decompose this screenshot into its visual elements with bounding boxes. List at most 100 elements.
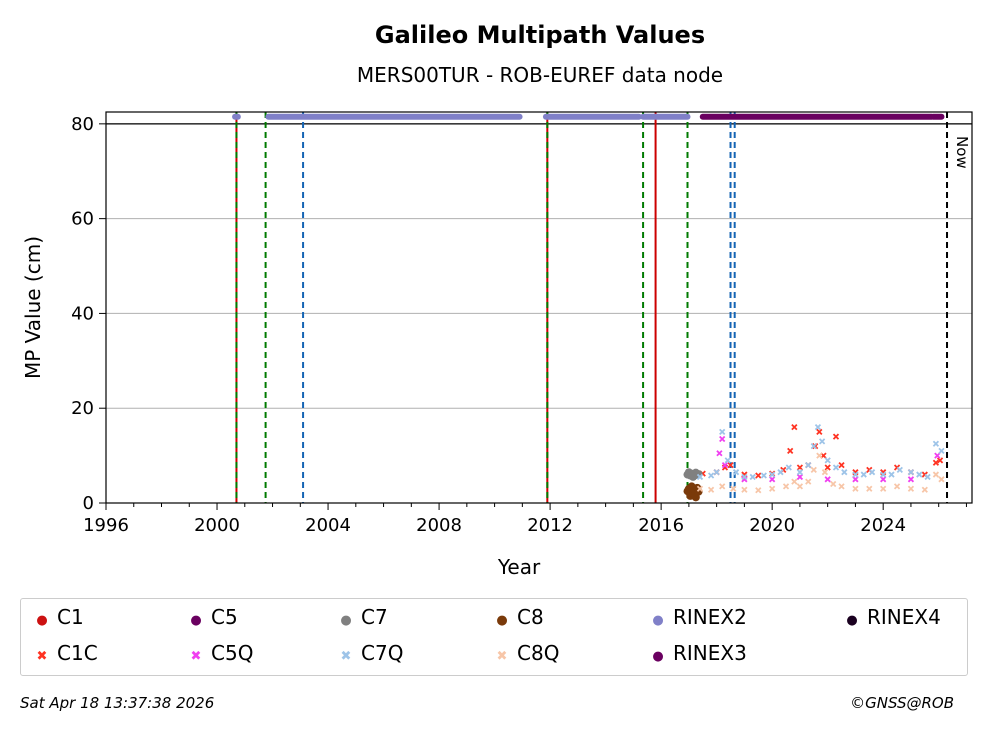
point-c8q — [932, 471, 940, 478]
point-c8q — [907, 485, 915, 492]
legend-label: C7Q — [361, 641, 404, 665]
legend-label: C1C — [57, 641, 98, 665]
point-c7q — [907, 469, 915, 476]
point-c7q — [713, 469, 720, 476]
legend-label: RINEX4 — [867, 605, 941, 629]
x-tick-label: 2016 — [638, 515, 684, 536]
legend-item-c1c: ✖ C1C — [35, 641, 98, 665]
now-label: Now — [953, 136, 971, 169]
chart-title: Galileo Multipath Values — [375, 21, 705, 49]
point-c8q — [938, 476, 945, 483]
point-c1c — [787, 447, 794, 455]
point-c8q — [830, 480, 837, 488]
point-c8q — [805, 478, 812, 485]
point-c8q — [791, 478, 798, 485]
point-c7q — [760, 472, 767, 479]
y-tick-label: 40 — [71, 303, 94, 324]
legend-item-c7: ● C7 — [339, 605, 388, 629]
legend-label: C8Q — [517, 641, 560, 665]
legend-item-c8q: ✖ C8Q — [495, 641, 560, 665]
point-c8q — [852, 485, 859, 492]
legend-label: C8 — [517, 605, 544, 629]
legend-item-c5: ● C5 — [189, 605, 237, 629]
x-tick-label: 2008 — [416, 515, 462, 536]
point-c8 — [694, 487, 703, 496]
chart-canvas: Galileo Multipath Values MERS00TUR - ROB… — [21, 21, 973, 579]
point-c5q — [852, 476, 859, 483]
point-c5q — [880, 476, 887, 483]
point-c7q — [888, 471, 895, 478]
point-c1c — [755, 472, 762, 479]
legend-label: RINEX2 — [673, 605, 747, 629]
x-tick-label: 1996 — [83, 515, 129, 536]
point-c7q — [896, 466, 903, 473]
point-c7q — [852, 471, 859, 478]
point-c5q — [719, 435, 726, 443]
point-c7q — [769, 471, 776, 478]
point-c7 — [694, 470, 703, 479]
legend-item-rinex3: ● RINEX3 — [651, 641, 747, 665]
point-c8q — [796, 483, 804, 490]
chart-subtitle: MERS00TUR - ROB-EUREF data node — [357, 63, 723, 87]
point-c7q — [724, 457, 731, 464]
point-c8q — [880, 485, 887, 492]
point-c8q — [696, 485, 704, 492]
point-c7q — [916, 471, 923, 478]
legend-marker-icon: ● — [496, 613, 508, 628]
legend-marker-icon: ✖ — [190, 649, 202, 664]
legend-item-c7q: ✖ C7Q — [339, 641, 404, 665]
legend: ● C1 ● C5 ● C7 ● C8 ● RINEX2 ● RINEX4 ✖ C1C ✖ C5Q ✖ C7Q ✖ C… — [20, 598, 968, 676]
legend-marker-icon: ● — [190, 613, 202, 628]
legend-marker-icon: ● — [652, 649, 664, 664]
point-c1c — [838, 461, 845, 469]
credit: ©GNSS@ROB — [850, 694, 954, 712]
point-c8q — [782, 483, 790, 490]
point-c1c — [932, 459, 940, 466]
point-c8q — [730, 485, 737, 492]
legend-marker-icon: ● — [846, 613, 858, 628]
point-c7q — [719, 428, 726, 436]
point-c7q — [805, 461, 812, 469]
point-c8q — [719, 483, 726, 490]
legend-label: RINEX3 — [673, 641, 747, 665]
point-c5q — [716, 450, 723, 457]
point-c5q — [907, 476, 915, 483]
point-c5q — [769, 476, 776, 483]
point-c5q — [934, 452, 941, 459]
point-c7q — [868, 469, 876, 476]
point-c5q — [796, 473, 804, 481]
y-tick-label: 20 — [71, 398, 94, 419]
point-c7q — [810, 442, 817, 450]
point-c7q — [860, 471, 867, 478]
y-tick-label: 60 — [71, 209, 94, 230]
point-c8q — [821, 469, 829, 476]
legend-item-c8: ● C8 — [495, 605, 544, 629]
point-c8q — [769, 485, 776, 492]
point-c7q — [932, 440, 940, 447]
legend-label: C5Q — [211, 641, 254, 665]
x-tick-label: 2004 — [305, 515, 351, 536]
plot-frame — [105, 111, 973, 504]
point-c1c — [727, 461, 734, 469]
point-c8q — [741, 486, 748, 493]
point-c7q — [818, 438, 826, 445]
legend-marker-icon: ✖ — [36, 649, 48, 664]
point-c7q — [741, 473, 748, 481]
point-c1c — [796, 464, 804, 471]
legend-marker-icon: ● — [36, 613, 48, 628]
point-c8q — [816, 452, 823, 459]
point-c8q — [921, 486, 928, 493]
point-c1c — [791, 424, 798, 431]
x-tick-label: 2020 — [749, 515, 795, 536]
point-c7q — [814, 424, 822, 431]
legend-item-c1: ● C1 — [35, 605, 83, 629]
point-c1c — [832, 433, 840, 440]
point-c7q — [796, 469, 804, 476]
legend-label: C7 — [361, 605, 388, 629]
x-tick-label: 2012 — [527, 515, 573, 536]
point-c7q — [924, 473, 931, 481]
point-c7q — [732, 469, 740, 476]
point-c7q — [841, 469, 848, 476]
y-tick-label: 80 — [71, 114, 94, 135]
point-c8q — [866, 485, 873, 492]
